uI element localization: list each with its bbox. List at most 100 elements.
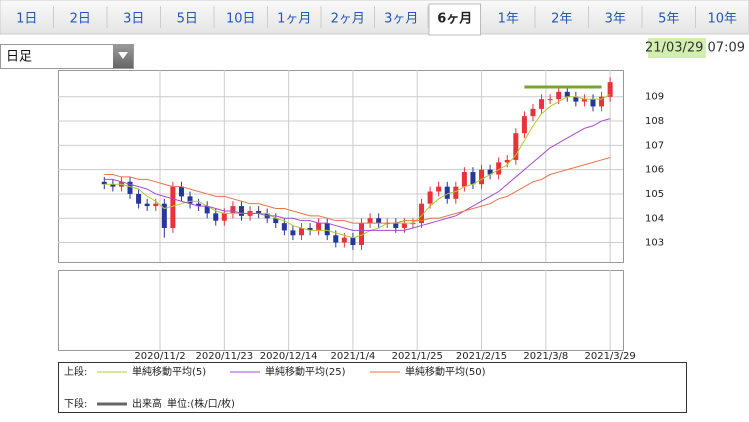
candle-body bbox=[110, 184, 116, 187]
tab[interactable]: 2ヶ月 bbox=[331, 6, 375, 28]
candle-body bbox=[144, 203, 150, 207]
tab-label[interactable]: 2年 bbox=[551, 12, 572, 27]
candle-body bbox=[427, 191, 433, 204]
candle-body bbox=[453, 186, 459, 199]
tab-active-bg[interactable] bbox=[428, 3, 481, 36]
candle-body bbox=[521, 116, 527, 134]
candle-body bbox=[230, 206, 236, 214]
moving-average-line bbox=[104, 93, 611, 239]
tab[interactable]: 1年 bbox=[498, 6, 536, 28]
tab-label[interactable]: 3ヶ月 bbox=[384, 12, 418, 27]
candle-body bbox=[401, 223, 407, 228]
interval-select[interactable]: 日足 bbox=[0, 44, 134, 69]
candle-body bbox=[290, 230, 296, 236]
x-tick-label: 2020/12/14 bbox=[260, 351, 318, 362]
candle-body bbox=[256, 210, 262, 214]
candle-body bbox=[461, 172, 467, 187]
timestamp-highlight bbox=[648, 38, 706, 58]
tab-label[interactable]: 10年 bbox=[707, 12, 737, 27]
legend: 上段: 単純移動平均(5) 単純移動平均(25) 単純移動平均(50) 下段: 出来高 単位… bbox=[64, 365, 486, 410]
candle-body bbox=[273, 218, 279, 224]
timestamp: 21/03/29 07:09 bbox=[645, 41, 745, 56]
candle-body bbox=[556, 91, 562, 100]
tab[interactable]: 6ヶ月 bbox=[428, 3, 481, 36]
y-tick-label: 107 bbox=[645, 140, 664, 151]
select-label: 日足 bbox=[6, 50, 32, 65]
candle-body bbox=[161, 203, 167, 228]
volume-panel bbox=[58, 270, 624, 351]
y-tick-label: 109 bbox=[645, 92, 664, 103]
select-arrow bbox=[118, 52, 128, 59]
candle-body bbox=[607, 82, 613, 97]
candle-body bbox=[333, 235, 339, 243]
candle-body bbox=[221, 213, 227, 221]
candle-body bbox=[419, 203, 425, 224]
tab-label[interactable]: 1日 bbox=[16, 12, 37, 27]
candle-body bbox=[350, 237, 356, 245]
tab[interactable]: 3日 bbox=[123, 6, 161, 28]
tab-label[interactable]: 1ヶ月 bbox=[277, 12, 311, 27]
tab-bar: 1日 2日 3日 5日 10日 1ヶ月 2ヶ月 3ヶ月 6ヶ月 1年 2年 3年 5年 10年 bbox=[0, 0, 749, 36]
y-tick-label: 103 bbox=[645, 238, 664, 249]
candle-body bbox=[444, 186, 450, 199]
candle-body bbox=[213, 213, 219, 221]
candle-body bbox=[136, 193, 142, 204]
x-tick-label: 2021/2/15 bbox=[456, 351, 507, 362]
candle-body bbox=[581, 99, 587, 102]
candle-body bbox=[487, 169, 493, 175]
candle-body bbox=[196, 203, 202, 207]
tab[interactable]: 5日 bbox=[177, 6, 215, 28]
tab[interactable]: 2日 bbox=[70, 6, 108, 28]
tab-label[interactable]: 6ヶ月 bbox=[437, 12, 472, 27]
tab[interactable]: 2年 bbox=[551, 6, 589, 28]
legend-label: 単純移動平均(50) bbox=[405, 365, 486, 378]
candle-body bbox=[341, 237, 347, 243]
tab[interactable]: 1ヶ月 bbox=[277, 6, 322, 28]
candle-body bbox=[316, 223, 322, 231]
price-panel bbox=[58, 70, 624, 263]
candle-body bbox=[281, 223, 287, 231]
tab-label[interactable]: 3年 bbox=[605, 12, 626, 27]
legend-lower-label: 下段: bbox=[64, 397, 87, 410]
plot: 103 104 105 106 107 108 109 2020/11/2 2020/11/23… bbox=[58, 70, 664, 362]
tab[interactable]: 10年 bbox=[707, 6, 749, 28]
tab[interactable]: 1日 bbox=[16, 6, 54, 28]
candle-body bbox=[298, 227, 304, 236]
candle-body bbox=[504, 159, 510, 163]
tab[interactable]: 10日 bbox=[226, 6, 268, 28]
candle-body bbox=[307, 227, 313, 231]
tab[interactable]: 5年 bbox=[658, 6, 696, 28]
moving-average-line bbox=[104, 118, 611, 231]
tab-label[interactable]: 2日 bbox=[70, 12, 91, 27]
candle-body bbox=[170, 186, 176, 228]
y-tick-label: 104 bbox=[645, 213, 664, 224]
select-box[interactable] bbox=[0, 44, 134, 69]
x-tick-label: 2020/11/23 bbox=[196, 351, 254, 362]
tab-label[interactable]: 2ヶ月 bbox=[331, 12, 365, 27]
y-tick-label: 106 bbox=[645, 165, 664, 176]
tab-label[interactable]: 5日 bbox=[177, 12, 198, 27]
candle-body bbox=[513, 133, 519, 160]
y-tick-label: 105 bbox=[645, 189, 664, 200]
tab[interactable]: 3ヶ月 bbox=[384, 6, 429, 28]
tab-label[interactable]: 10日 bbox=[226, 12, 256, 27]
candle-body bbox=[376, 218, 382, 224]
candle-body bbox=[590, 99, 596, 107]
candle-body bbox=[436, 186, 442, 192]
x-tick-label: 2020/11/2 bbox=[134, 351, 185, 362]
candle-body bbox=[101, 181, 107, 185]
tab-label[interactable]: 5年 bbox=[658, 12, 679, 27]
tab-label[interactable]: 3日 bbox=[123, 12, 144, 27]
candle-body bbox=[599, 96, 605, 107]
legend-upper-label: 上段: bbox=[64, 365, 87, 378]
candle-body bbox=[359, 223, 365, 245]
candle-body bbox=[127, 181, 133, 194]
legend-label: 単純移動平均(5) bbox=[132, 365, 206, 378]
candle-body bbox=[178, 186, 184, 197]
tab[interactable]: 3年 bbox=[605, 6, 643, 28]
candle-body bbox=[496, 162, 502, 175]
tab-label[interactable]: 1年 bbox=[498, 12, 519, 27]
x-tick-label: 2021/3/8 bbox=[523, 351, 568, 362]
